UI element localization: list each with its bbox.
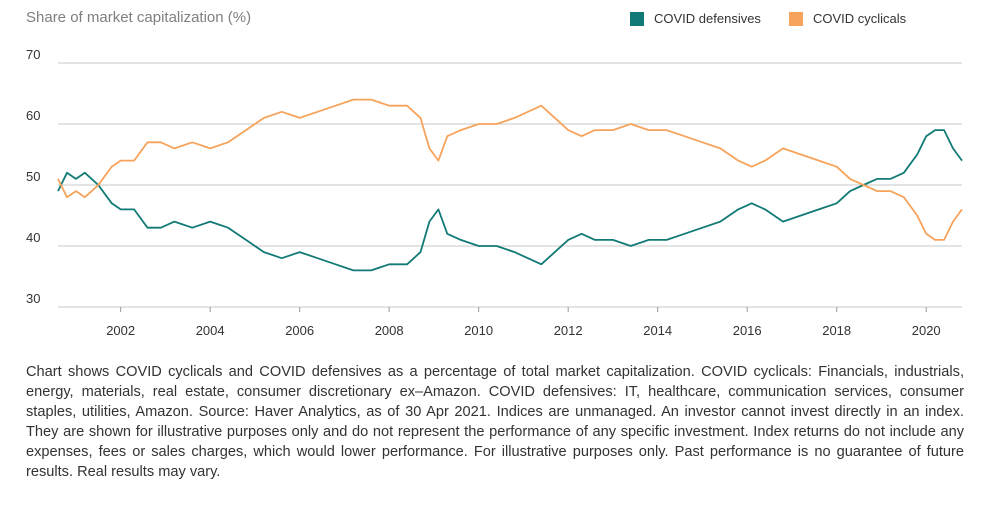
y-tick-label-50: 50 — [26, 169, 40, 184]
legend-label-cyclicals: COVID cyclicals — [812, 11, 907, 26]
x-tick-label-2014: 2014 — [643, 323, 672, 338]
chart-footnote: Chart shows COVID cyclicals and COVID de… — [26, 364, 964, 480]
x-tick-label-2004: 2004 — [196, 323, 225, 338]
y-tick-label-70: 70 — [26, 47, 40, 62]
x-tick-label-2008: 2008 — [375, 323, 404, 338]
x-tick-label-2016: 2016 — [733, 323, 762, 338]
y-tick-label-30: 30 — [26, 291, 40, 306]
legend-item-defensives: COVID defensives — [630, 11, 761, 26]
y-tick-label-60: 60 — [26, 108, 40, 123]
x-tick-label-2002: 2002 — [106, 323, 135, 338]
series-line-covid-defensives — [57, 129, 963, 272]
x-tick-label-2018: 2018 — [822, 323, 851, 338]
legend-label-defensives: COVID defensives — [654, 11, 761, 26]
legend-item-cyclicals: COVID cyclicals — [788, 11, 907, 26]
x-tick-label-2006: 2006 — [285, 323, 314, 338]
x-tick-label-2020: 2020 — [912, 323, 941, 338]
legend: COVID defensives COVID cyclicals — [630, 11, 934, 26]
legend-swatch-cyclicals — [788, 11, 803, 26]
y-tick-label-40: 40 — [26, 230, 40, 245]
legend-swatch-defensives — [630, 11, 644, 26]
x-tick-label-2010: 2010 — [464, 323, 493, 338]
line-chart: 30 40 50 60 70 2002 2004 2006 2008 2010 2012 2014 20… — [26, 47, 963, 338]
series-line-covid-cyclicals — [57, 98, 963, 241]
x-tick-label-2012: 2012 — [554, 323, 583, 338]
chart-title: Share of market capitalization (%) — [26, 9, 252, 26]
